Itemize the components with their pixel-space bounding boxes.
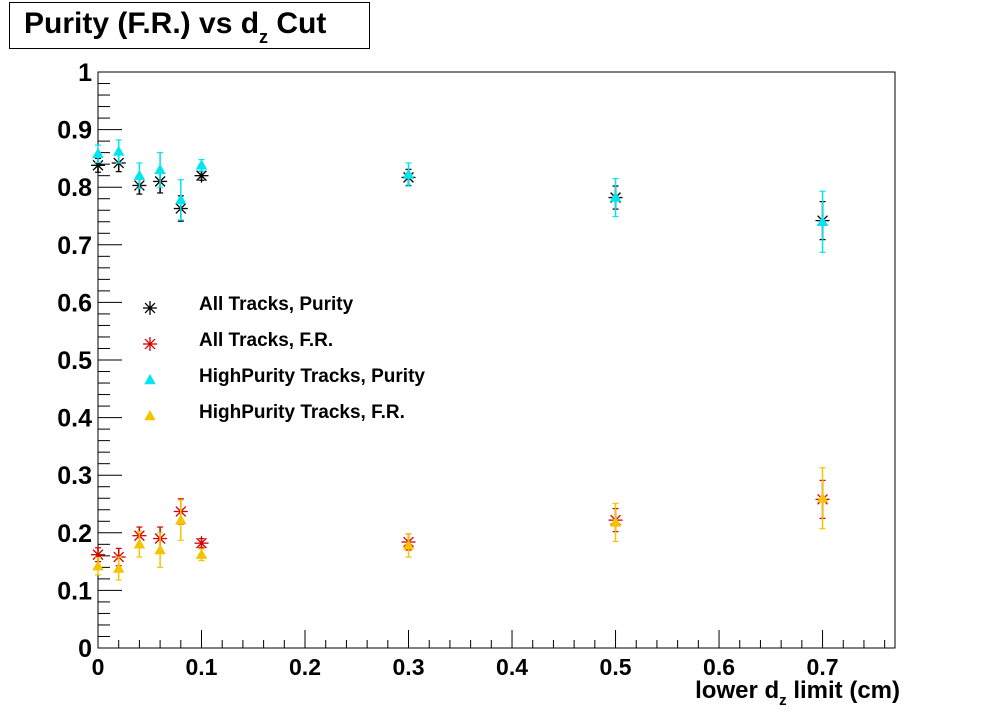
data-point-triangle (113, 562, 125, 573)
y-tick-label: 0.6 (57, 289, 92, 317)
data-point-triangle (175, 193, 187, 205)
x-axis-label-prefix: lower d (695, 677, 780, 704)
data-point-triangle (154, 163, 166, 175)
legend-label: All Tracks, Purity (199, 294, 354, 315)
data-point-triangle (92, 560, 104, 571)
chart-title-suffix: Cut (276, 7, 327, 40)
chart-title-main: Purity (F.R.) vs d (24, 7, 260, 40)
data-point-asterisk (194, 536, 209, 551)
y-tick-label: 1 (78, 59, 92, 87)
chart-title-subscript: z (259, 27, 269, 47)
data-point-triangle (92, 147, 104, 158)
legend-entry: All Tracks, Purity (132, 290, 512, 326)
x-tick-label: 0 (92, 654, 105, 680)
asterisk-stroke (144, 302, 156, 314)
x-tick-label: 0.1 (186, 654, 218, 680)
asterisk-marker-icon (143, 301, 157, 315)
data-point-triangle (402, 539, 415, 550)
y-tick-label: 0.9 (57, 117, 92, 145)
data-point-triangle (402, 168, 415, 179)
chart-title: Purity (F.R.) vs dz Cut (24, 7, 326, 48)
y-tick-label: 0.2 (57, 520, 92, 548)
axes: 0 0.1 0.2 0.3 0.4 0.5 0.6 0.7 0 0.1 0.2 0.3 0.4 0.5 0.… (57, 59, 886, 680)
legend-triangle (144, 374, 156, 385)
x-axis-label: lower dz limit (cm) (695, 677, 900, 709)
x-tick-label: 0.7 (807, 654, 839, 680)
y-tick-label: 0.4 (57, 405, 92, 433)
legend-label: HighPurity Tracks, Purity (199, 366, 425, 387)
chart-title-box: Purity (F.R.) vs dz Cut (9, 2, 370, 49)
x-tick-label: 0.6 (703, 654, 735, 680)
x-axis-label-subscript: z (779, 692, 787, 709)
legend-asterisk (143, 301, 157, 315)
x-tick-label: 0.2 (289, 654, 321, 680)
data-point-triangle (133, 169, 146, 180)
data-point-triangle (195, 548, 208, 559)
data-point-triangle (816, 492, 829, 503)
x-tick-label: 0.5 (600, 654, 632, 680)
legend-label: HighPurity Tracks, F.R. (199, 402, 405, 423)
asterisk-stroke (196, 537, 207, 549)
legend-entry: HighPurity Tracks, Purity (132, 362, 512, 398)
x-axis-label-suffix: limit (cm) (786, 677, 900, 704)
asterisk-stroke (92, 159, 104, 171)
legend-entry: HighPurity Tracks, F.R. (132, 398, 512, 434)
triangle-marker-icon (144, 410, 156, 421)
series-group (92, 139, 829, 253)
asterisk-stroke (144, 338, 156, 350)
legend-label: All Tracks, F.R. (199, 330, 334, 351)
legend-entry: All Tracks, F.R. (132, 326, 512, 362)
asterisk-marker-icon (143, 337, 157, 351)
y-tick-label: 0.5 (57, 347, 92, 375)
y-tick-label: 0 (78, 635, 92, 663)
series-group (92, 467, 829, 581)
y-tick-label: 0.8 (57, 174, 92, 202)
asterisk-stroke (92, 549, 104, 561)
triangle-marker-icon (144, 374, 156, 385)
y-tick-label: 0.3 (57, 462, 92, 490)
legend: All Tracks, Purity All Tracks, F.R. High… (132, 290, 512, 440)
data-point-triangle (154, 544, 166, 555)
x-tick-label: 0.3 (393, 654, 425, 680)
data-point-triangle (133, 538, 146, 549)
asterisk-stroke (196, 170, 207, 182)
data-marks (91, 139, 830, 581)
y-tick-label: 0.7 (57, 232, 92, 260)
data-point-triangle (816, 215, 829, 226)
x-tick-label: 0.4 (496, 654, 528, 680)
data-point-triangle (113, 145, 125, 156)
y-tick-label: 0.1 (57, 577, 92, 605)
legend-asterisk (143, 337, 157, 351)
data-point-triangle (609, 191, 622, 202)
data-point-triangle (175, 514, 187, 525)
legend-triangle (144, 410, 156, 421)
data-point-triangle (195, 159, 208, 170)
data-point-triangle (609, 516, 622, 527)
